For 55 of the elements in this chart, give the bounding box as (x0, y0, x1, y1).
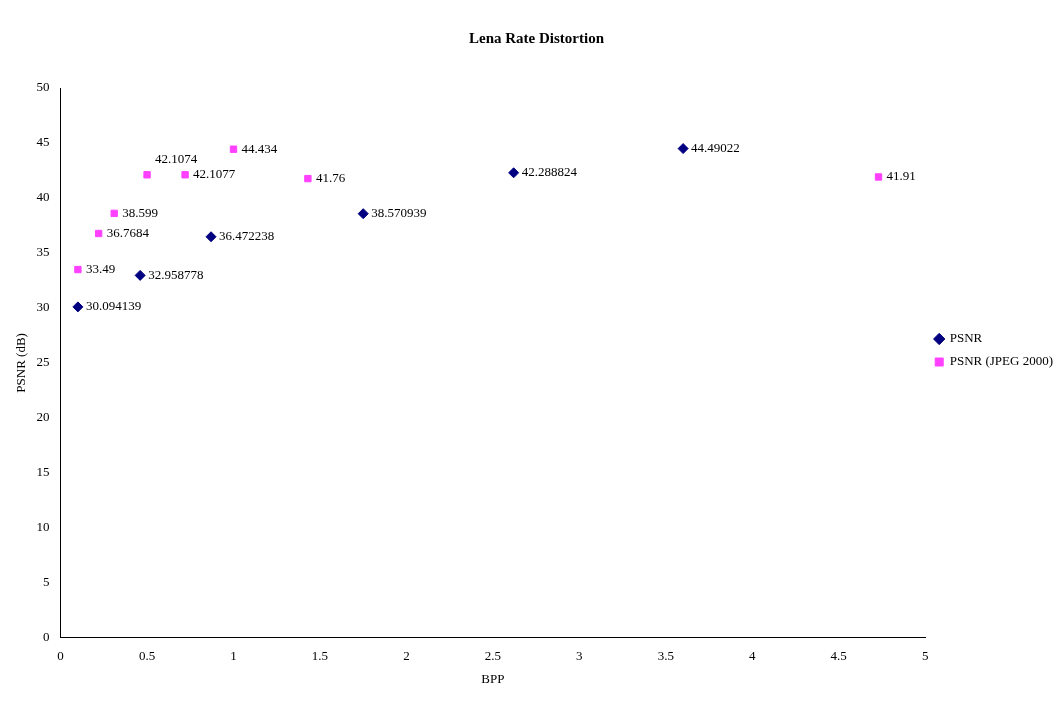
y-tick-label: 25 (36, 354, 50, 370)
y-tick-label: 20 (36, 409, 50, 425)
chart-title: Lena Rate Distortion (469, 29, 605, 46)
point (357, 208, 369, 220)
x-tick-label: 5 (921, 648, 929, 664)
data-label: 44.434 (241, 140, 278, 156)
data-label: 41.91 (886, 168, 916, 184)
y-axis-title: PSNR (dB) (13, 333, 29, 393)
x-tick-label: 1.5 (311, 648, 329, 664)
data-label: 38.570939 (371, 205, 427, 221)
data-label: 36.472238 (219, 228, 275, 244)
data-label: 38.599 (122, 204, 158, 220)
legend-label: PSNR (949, 330, 983, 346)
data-label: 33.49 (85, 260, 116, 276)
data-label: 44.49022 (691, 140, 740, 156)
point (110, 209, 118, 218)
y-tick-label: 5 (43, 574, 50, 590)
x-tick-label: 1 (230, 648, 237, 664)
x-tick-label: 0.5 (138, 648, 156, 664)
data-label: 42.288824 (521, 164, 578, 180)
point (874, 173, 883, 181)
point (205, 231, 217, 243)
y-tick-label: 15 (36, 464, 50, 480)
y-tick-label: 35 (36, 244, 50, 260)
x-tick-label: 2 (403, 648, 410, 664)
y-tick-label: 50 (36, 79, 50, 95)
x-tick-label: 3.5 (657, 648, 674, 664)
data-label: 42.1077 (193, 166, 236, 182)
y-tick-label: 30 (36, 299, 50, 315)
x-tick-label: 2.5 (484, 648, 502, 664)
legend-label: PSNR (JPEG 2000) (949, 353, 1053, 369)
point (134, 269, 146, 281)
point (508, 167, 520, 179)
point (304, 174, 312, 183)
point (677, 143, 689, 155)
y-tick-label: 0 (43, 629, 50, 645)
y-tick-label: 45 (36, 134, 50, 150)
data-label: 36.7684 (106, 224, 150, 240)
point (94, 229, 103, 238)
x-tick-label: 4.5 (830, 648, 847, 664)
x-tick-label: 0 (57, 648, 64, 664)
x-tick-label: 3 (576, 648, 583, 664)
point (181, 171, 189, 179)
y-tick-label: 10 (36, 519, 50, 535)
data-label: 32.958778 (148, 266, 204, 282)
point (229, 145, 238, 153)
y-tick-label: 40 (36, 189, 50, 205)
data-label: 42.1074 (155, 151, 198, 167)
point (74, 265, 82, 274)
x-axis-title: BPP (481, 670, 505, 686)
point (143, 171, 151, 179)
data-label: 30.094139 (85, 298, 142, 314)
data-label: 41.76 (315, 170, 346, 186)
x-tick-label: 4 (749, 648, 757, 664)
point (72, 301, 84, 313)
